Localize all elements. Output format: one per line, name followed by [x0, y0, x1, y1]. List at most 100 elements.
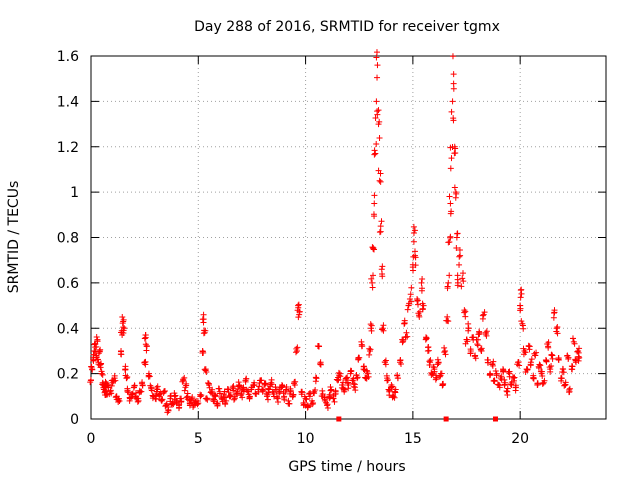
data-point — [373, 49, 381, 81]
y-tick-label: 1 — [70, 185, 79, 201]
data-point — [243, 386, 252, 398]
data-point — [340, 385, 349, 395]
data-point — [298, 388, 306, 398]
y-tick-label: 0.6 — [57, 276, 79, 292]
data-point — [314, 343, 323, 350]
x-tick-label: 10 — [297, 431, 315, 447]
data-point — [404, 300, 413, 313]
data-point — [411, 248, 419, 269]
data-point — [492, 368, 500, 379]
data-points — [87, 49, 583, 422]
data-point — [419, 300, 427, 313]
x-tick-label: 0 — [87, 431, 96, 447]
data-point — [308, 397, 317, 408]
data-point — [106, 387, 115, 398]
data-point — [211, 391, 219, 400]
data-point — [312, 374, 320, 385]
data-point — [505, 368, 513, 380]
data-point — [566, 385, 573, 396]
data-point — [87, 377, 94, 386]
data-point — [295, 308, 303, 321]
y-tick-label: 0 — [70, 412, 79, 428]
data-point — [441, 344, 449, 358]
data-point — [500, 366, 507, 375]
data-point — [458, 270, 467, 290]
data-point — [177, 395, 185, 405]
data-point — [462, 336, 471, 347]
data-point — [147, 382, 155, 394]
data-point — [204, 380, 213, 391]
data-point — [300, 399, 308, 409]
data-point — [397, 357, 405, 367]
data-point — [138, 379, 146, 389]
data-point — [537, 368, 546, 380]
data-point — [443, 313, 452, 325]
data-point — [199, 311, 207, 326]
data-point — [261, 380, 269, 388]
data-point — [330, 392, 338, 405]
data-point — [477, 345, 485, 354]
data-point — [575, 353, 583, 364]
data-point — [290, 378, 299, 388]
data-point — [410, 223, 418, 245]
data-point — [335, 369, 344, 380]
data-point — [535, 361, 544, 371]
data-point — [430, 363, 438, 375]
axis-ticks: 0 0.2 0.4 0.6 0.8 1 1.2 1.4 1.6 0 5 10 15 20 — [57, 49, 606, 447]
data-point — [145, 370, 153, 380]
data-point — [171, 390, 179, 403]
data-point — [358, 338, 366, 350]
data-point — [134, 395, 142, 405]
data-point — [514, 359, 523, 369]
data-point — [371, 140, 380, 158]
data-point — [210, 395, 218, 405]
data-point — [215, 385, 224, 397]
data-point — [350, 381, 359, 394]
data-point — [531, 349, 540, 359]
data-point — [568, 363, 576, 373]
data-point — [321, 394, 328, 404]
data-point — [367, 321, 375, 334]
data-point — [130, 382, 138, 391]
data-point — [527, 356, 535, 369]
data-point — [355, 354, 363, 363]
data-point — [501, 376, 509, 389]
data-point — [213, 400, 221, 409]
data-point — [518, 318, 527, 332]
data-point — [363, 367, 372, 380]
data-point — [304, 402, 311, 411]
data-point — [375, 167, 384, 185]
data-point — [366, 345, 374, 358]
data-point — [424, 344, 432, 354]
data-point — [202, 395, 211, 403]
data-point — [490, 377, 498, 385]
data-point — [201, 366, 210, 376]
data-point — [391, 386, 399, 396]
data-point — [222, 394, 230, 408]
data-point — [544, 339, 552, 351]
x-tick-label: 5 — [194, 431, 203, 447]
data-point — [98, 368, 106, 378]
data-point — [294, 301, 302, 314]
data-point — [399, 336, 407, 346]
data-point — [141, 358, 149, 368]
y-tick-label: 1.2 — [57, 140, 79, 156]
data-point — [259, 386, 267, 395]
data-point — [414, 296, 421, 308]
data-point — [546, 363, 555, 375]
data-point — [179, 374, 188, 385]
data-point — [569, 335, 578, 347]
data-point — [200, 327, 209, 337]
data-point — [520, 345, 529, 358]
data-point — [415, 308, 423, 320]
data-point — [122, 363, 129, 373]
data-point — [494, 381, 503, 391]
data-point — [142, 341, 150, 354]
data-point — [115, 395, 123, 405]
data-point — [235, 379, 243, 390]
data-point — [376, 218, 385, 236]
data-point — [301, 393, 310, 403]
y-tick-label: 1.4 — [57, 94, 79, 110]
x-tick-label: 15 — [404, 431, 422, 447]
data-point — [93, 333, 101, 345]
